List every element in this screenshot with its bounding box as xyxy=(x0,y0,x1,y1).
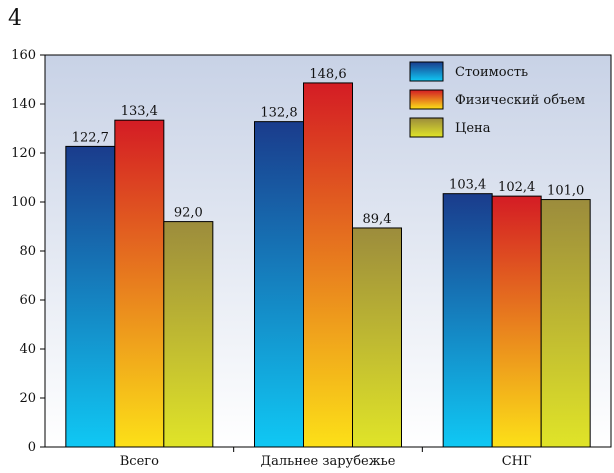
bar-Стоимость xyxy=(65,145,116,448)
legend-swatch xyxy=(409,61,444,82)
bar-Цена xyxy=(352,227,402,448)
legend-swatch xyxy=(409,89,444,110)
y-tick-label: 160 xyxy=(11,48,36,63)
bar-Физический объем xyxy=(491,195,542,448)
bar-Цена xyxy=(163,221,214,448)
data-labels: 122,7 133,4 92,0 132,8 148,6 89,4 103,4 102,4 10… xyxy=(72,67,585,227)
bar-Стоимость xyxy=(442,193,493,448)
x-category-label: Всего xyxy=(120,454,159,469)
data-label: 103,4 xyxy=(449,178,486,193)
bar-Физический объем xyxy=(303,82,353,448)
y-tick-label: 40 xyxy=(19,342,36,357)
data-label: 92,0 xyxy=(174,206,203,221)
y-axis: 0 20 40 60 80 100 120 140 160 xyxy=(11,48,45,455)
legend-label: Физический объем xyxy=(455,93,585,108)
bar-Физический объем xyxy=(114,119,165,448)
legend-label: Цена xyxy=(455,121,491,136)
x-axis: Всего Дальнее зарубежье СНГ xyxy=(120,447,532,469)
y-tick-label: 60 xyxy=(19,293,36,308)
bar-Цена xyxy=(540,199,591,448)
x-category-label: СНГ xyxy=(502,454,532,469)
x-category-label: Дальнее зарубежье xyxy=(261,454,396,469)
y-tick-label: 140 xyxy=(11,97,36,112)
y-tick-label: 0 xyxy=(28,440,36,455)
y-tick-label: 120 xyxy=(11,146,36,161)
y-tick-label: 20 xyxy=(19,391,36,406)
legend-swatch xyxy=(409,117,444,138)
data-label: 133,4 xyxy=(121,104,158,119)
data-label: 148,6 xyxy=(309,67,346,82)
page-number: 4 xyxy=(8,6,22,31)
data-label: 132,8 xyxy=(260,106,297,121)
data-label: 102,4 xyxy=(498,180,535,195)
y-tick-label: 80 xyxy=(19,244,36,259)
data-label: 101,0 xyxy=(547,184,584,199)
bars xyxy=(65,82,591,448)
bar-Стоимость xyxy=(254,121,304,448)
legend-label: Стоимость xyxy=(455,65,528,80)
legend: Стоимость Физический объем Цена xyxy=(409,61,585,138)
data-label: 89,4 xyxy=(363,212,392,227)
data-label: 122,7 xyxy=(72,130,109,145)
y-tick-label: 100 xyxy=(11,195,36,210)
